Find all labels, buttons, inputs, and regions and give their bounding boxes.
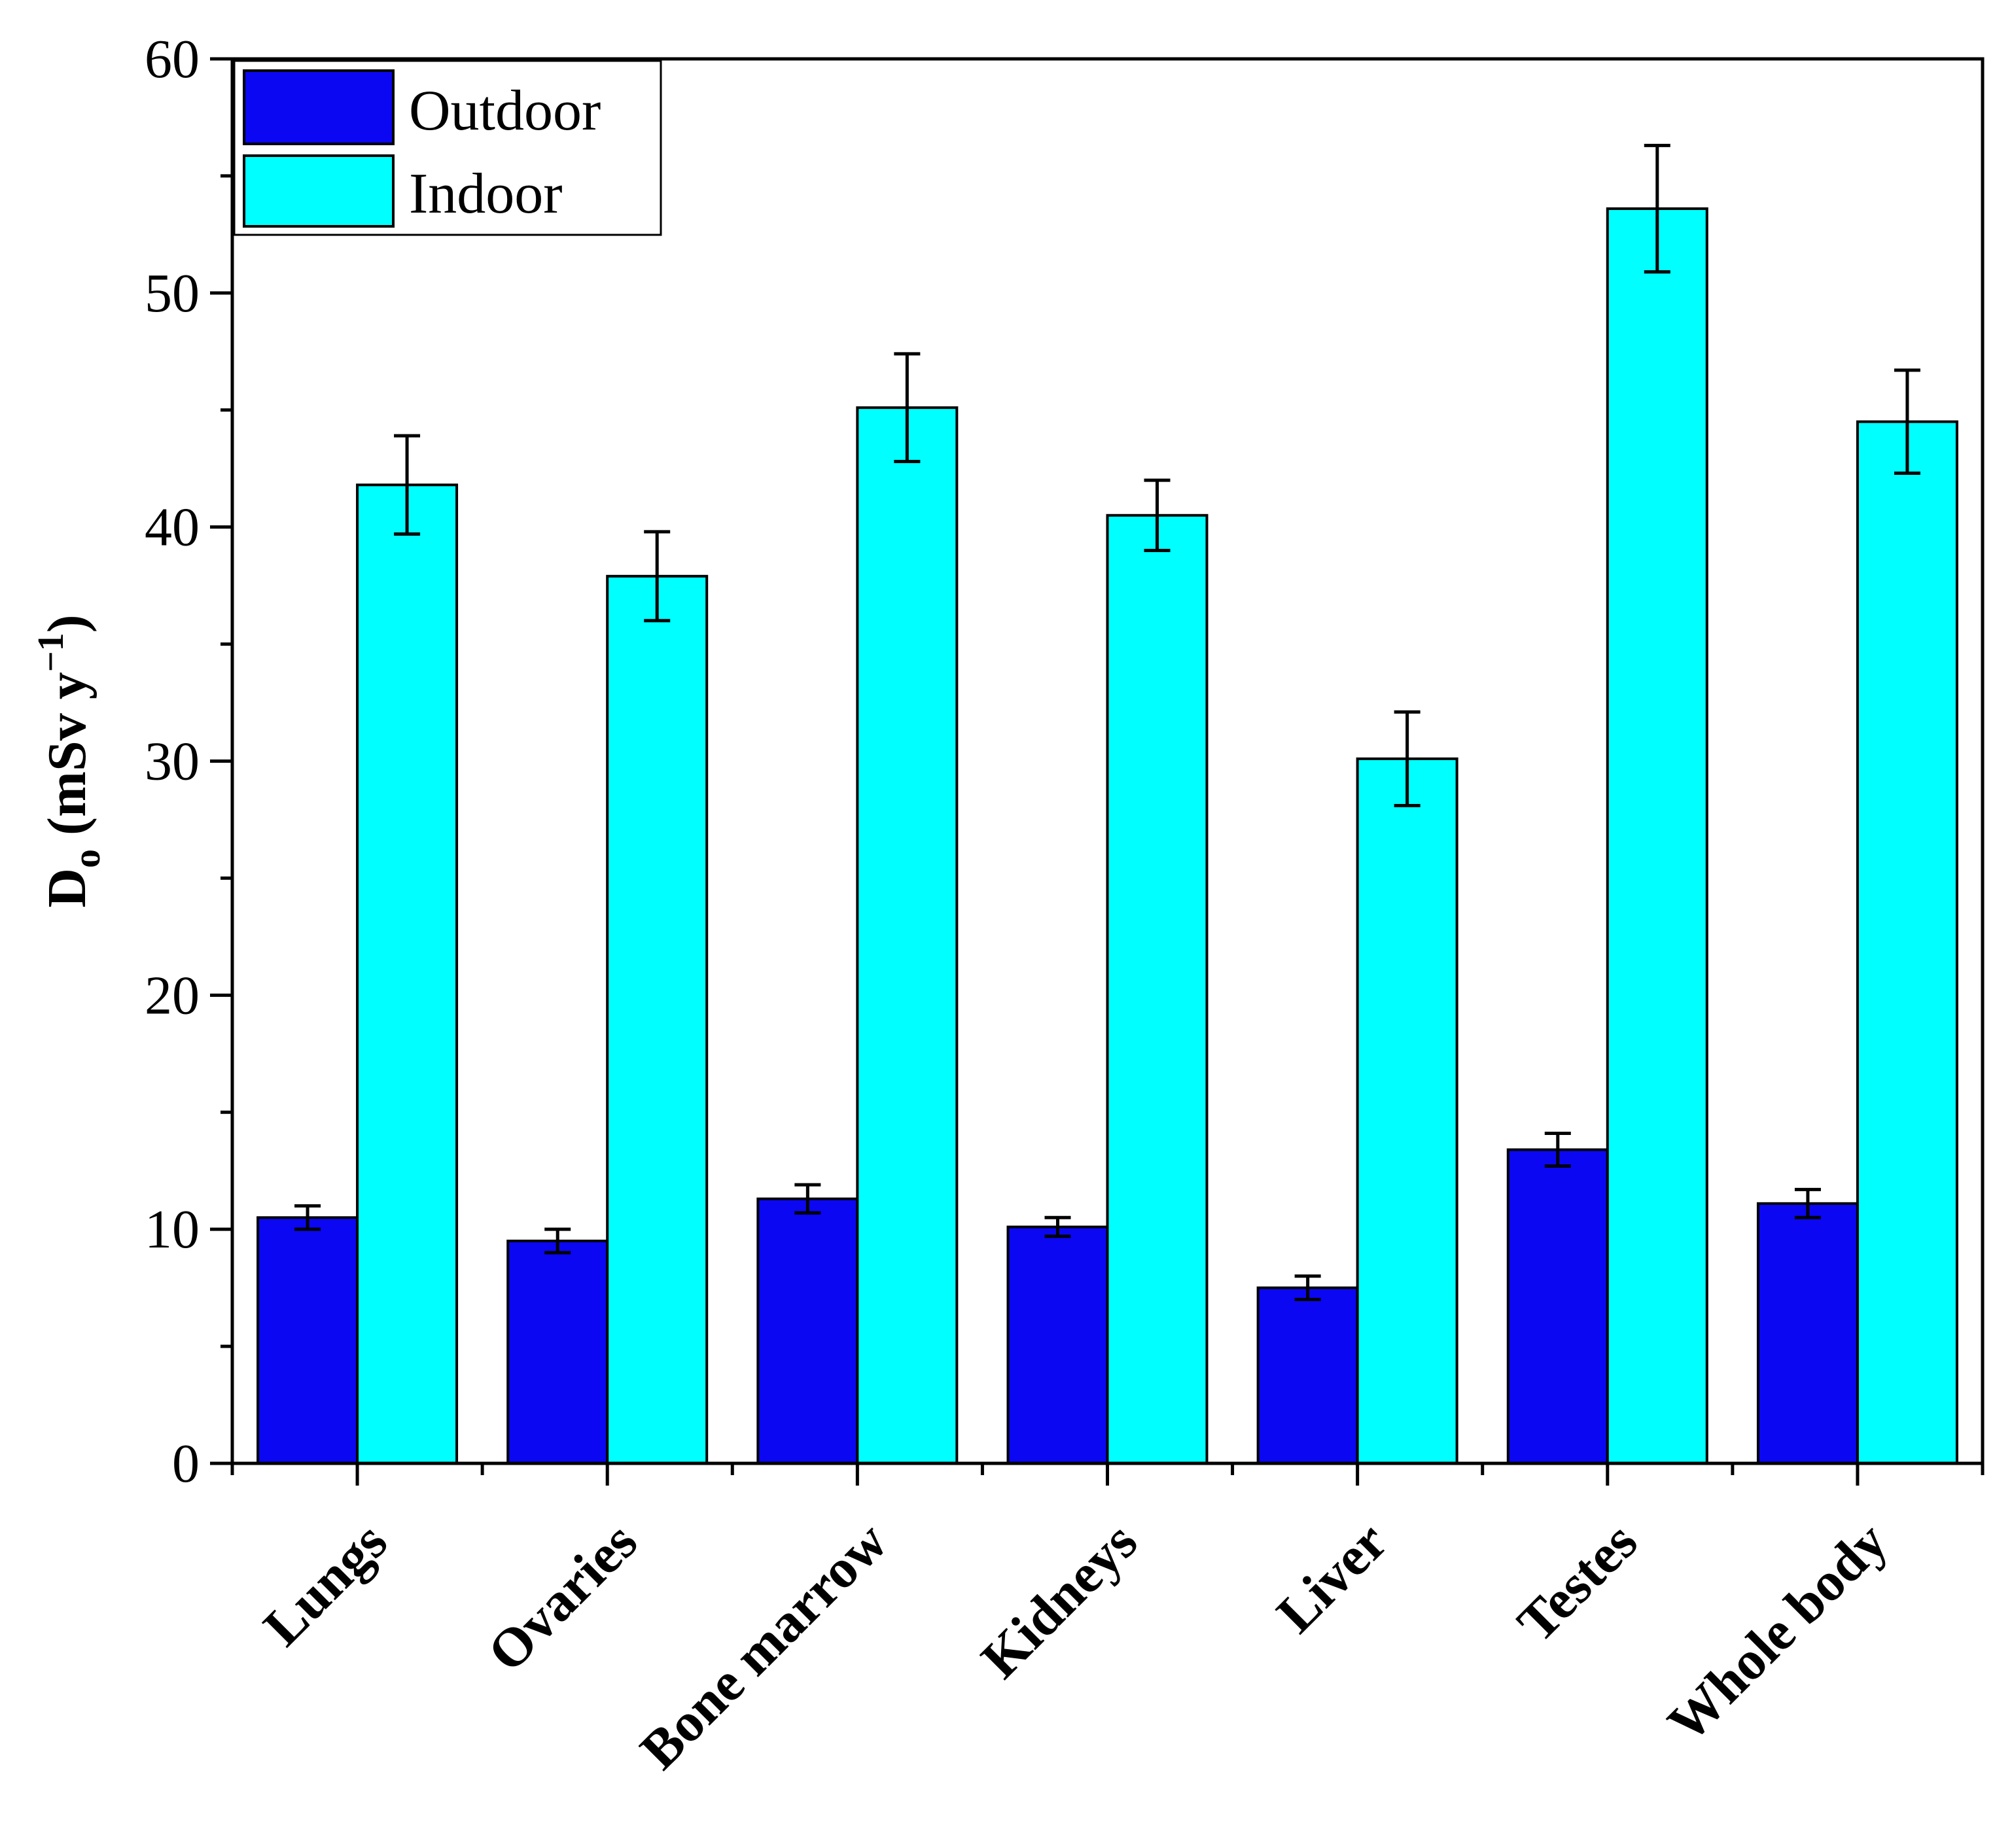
legend-label-outdoor: Outdoor <box>409 79 601 143</box>
y-tick-label-40: 40 <box>145 497 200 558</box>
legend-swatch-indoor <box>243 154 395 228</box>
y-tick-label-20: 20 <box>145 965 200 1026</box>
y-axis-label-units-open: (mSv y <box>37 672 97 849</box>
bar-indoor-lungs <box>356 483 459 1465</box>
x-tick-label-whole-body: Whole body <box>1656 1511 1899 1754</box>
bar-indoor-liver <box>1356 757 1458 1465</box>
error-bars-layer <box>294 143 1920 1302</box>
y-axis-label: Do (mSv y−1) <box>31 614 108 907</box>
bar-indoor-bone-marrow <box>856 406 959 1465</box>
y-axis-label-subscript: o <box>65 849 108 868</box>
bar-indoor-testes <box>1606 207 1708 1465</box>
y-axis-label-units-close: ) <box>37 614 97 633</box>
bar-outdoor-bone-marrow <box>756 1197 859 1465</box>
bar-outdoor-kidneys <box>1006 1225 1109 1465</box>
y-axis-label-main: D <box>37 868 97 908</box>
y-axis-label-superscript: −1 <box>31 633 71 672</box>
y-tick-label-30: 30 <box>145 731 200 792</box>
x-tick-label-ovaries: Ovaries <box>476 1511 649 1684</box>
x-tick-label-bone-marrow: Bone marrow <box>629 1510 899 1781</box>
bar-outdoor-ovaries <box>506 1240 609 1465</box>
x-tick-label-kidneys: Kidneys <box>970 1511 1149 1690</box>
bar-indoor-ovaries <box>606 574 709 1465</box>
legend-label-indoor: Indoor <box>409 162 563 226</box>
bar-outdoor-whole-body <box>1756 1202 1859 1465</box>
x-tick-label-testes: Testes <box>1506 1511 1650 1654</box>
legend: Outdoor Indoor <box>233 60 662 236</box>
y-tick-label-50: 50 <box>145 263 200 324</box>
bars-layer <box>256 207 1958 1465</box>
x-tick-label-liver: Liver <box>1265 1511 1399 1645</box>
bar-outdoor-liver <box>1256 1286 1359 1465</box>
y-tick-label-60: 60 <box>145 29 200 90</box>
bar-indoor-whole-body <box>1856 420 1958 1465</box>
y-tick-label-0: 0 <box>172 1433 200 1494</box>
bar-indoor-kidneys <box>1106 514 1209 1465</box>
bar-outdoor-lungs <box>256 1216 359 1465</box>
legend-swatch-outdoor <box>243 69 395 145</box>
x-tick-label-lungs: Lungs <box>252 1511 398 1658</box>
y-tick-label-10: 10 <box>145 1199 200 1260</box>
bar-outdoor-testes <box>1506 1148 1609 1465</box>
